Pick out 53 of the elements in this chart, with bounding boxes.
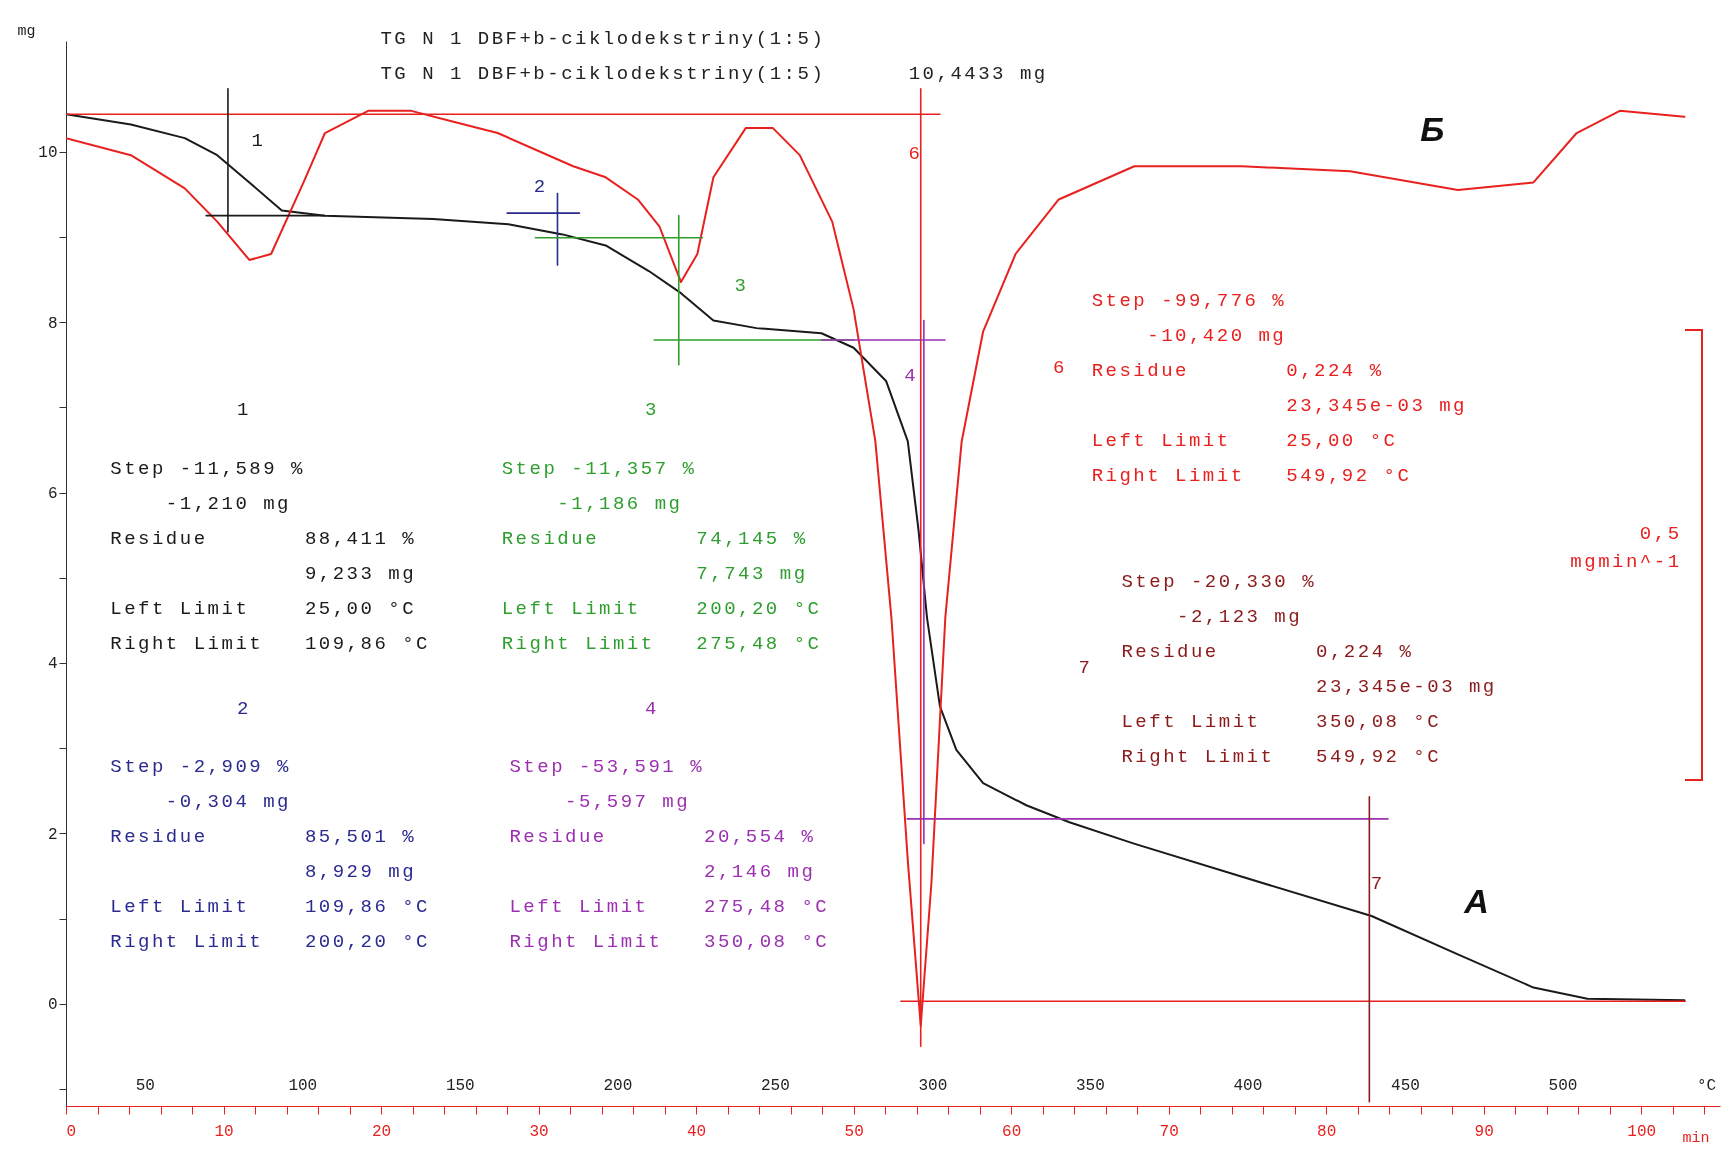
x2-tick-label: 20 — [371, 1122, 392, 1141]
y-tick-label: 6 — [47, 485, 58, 504]
x-tick-label: 500 — [1548, 1076, 1578, 1095]
y-tick-label: 0 — [47, 996, 58, 1015]
x-tick-label: 400 — [1233, 1076, 1263, 1095]
annotation: Step -20,330 % -2,123 mg Residue 0,224 % 23,345e-03 mg Left Limit 350,08 °C Right Limit 549,92 °C — [1121, 569, 1497, 770]
annotation: 0,5 mgmin^-1 — [1569, 522, 1682, 576]
x2-tick-label: 90 — [1474, 1122, 1494, 1141]
x2-tick-label: 60 — [1002, 1122, 1022, 1141]
y-tick-label: 4 — [47, 655, 58, 674]
x-tick-label: 300 — [918, 1076, 948, 1095]
x2-tick-label: 30 — [529, 1122, 549, 1141]
x-tick-label: 250 — [760, 1076, 790, 1095]
chart-title: TG N 1 DBF+b-ciklodekstriny(1:5) — [380, 27, 826, 53]
annotation: 4 — [904, 364, 919, 390]
x-tick-label: 150 — [445, 1076, 475, 1095]
text: TG N 1 DBF+b-ciklodekstriny(1:5) 10,4433 mg — [380, 62, 1048, 88]
x2-tick-label: 70 — [1159, 1122, 1179, 1141]
annotation: Step -53,591 % -5,597 mg Residue 20,554 % 2,146 mg Left Limit 275,48 °C Right Limit 350,08 °C — [509, 754, 830, 955]
annotation: 4 — [645, 697, 659, 723]
y-tick-label: 8 — [47, 314, 58, 333]
annotation: 2 — [237, 697, 251, 723]
annotation: 1 — [251, 128, 266, 154]
x-tick-label: 200 — [603, 1076, 633, 1095]
series-label: Б — [1420, 110, 1445, 150]
annotation: Step -2,909 % -0,304 mg Residue 85,501 % 8,929 mg Left Limit 109,86 °C Right Limit 200,20 °C — [110, 754, 431, 955]
x-axis-title: °C — [1696, 1076, 1717, 1095]
x2-tick-label: 40 — [686, 1122, 707, 1141]
x2-tick-label: 100 — [1627, 1122, 1657, 1141]
annotation: Step -99,776 % -10,420 mg Residue 0,224 % 23,345e-03 mg Left Limit 25,00 °C Right Limit 549,92 °C — [1091, 289, 1467, 490]
annotation: 1 — [237, 397, 251, 423]
annotation: Step -11,589 % -1,210 mg Residue 88,411 % 9,233 mg Left Limit 25,00 °C Right Limit 109,86 °C — [110, 457, 431, 658]
x-tick-label: 450 — [1391, 1076, 1420, 1095]
annotation: 7 — [1078, 655, 1093, 681]
annotation: 6 — [1053, 355, 1067, 381]
x2-tick-label: 10 — [214, 1122, 234, 1141]
x-tick-label: 50 — [135, 1076, 155, 1095]
x2-tick-label: 80 — [1317, 1122, 1337, 1141]
x2-tick-label: 50 — [844, 1122, 864, 1141]
annotation: 2 — [533, 174, 548, 200]
series-label: А — [1464, 882, 1489, 922]
x-tick-label: 100 — [288, 1076, 318, 1095]
x2-axis-title: min — [1682, 1129, 1710, 1147]
annotation: 3 — [645, 397, 659, 423]
y-axis-title: mg — [17, 22, 36, 40]
annotation: 6 — [908, 141, 923, 167]
y-tick-label: 10 — [38, 144, 58, 163]
annotation: 7 — [1370, 871, 1385, 897]
x-tick-label: 350 — [1076, 1076, 1105, 1095]
annotation: Step -11,357 % -1,186 mg Residue 74,145 % 7,743 mg Left Limit 200,20 °C Right Limit 275,48 °C — [501, 457, 822, 658]
y-tick-label: 2 — [47, 825, 58, 844]
x2-tick-label: 0 — [66, 1122, 77, 1141]
annotation: 3 — [734, 274, 749, 300]
